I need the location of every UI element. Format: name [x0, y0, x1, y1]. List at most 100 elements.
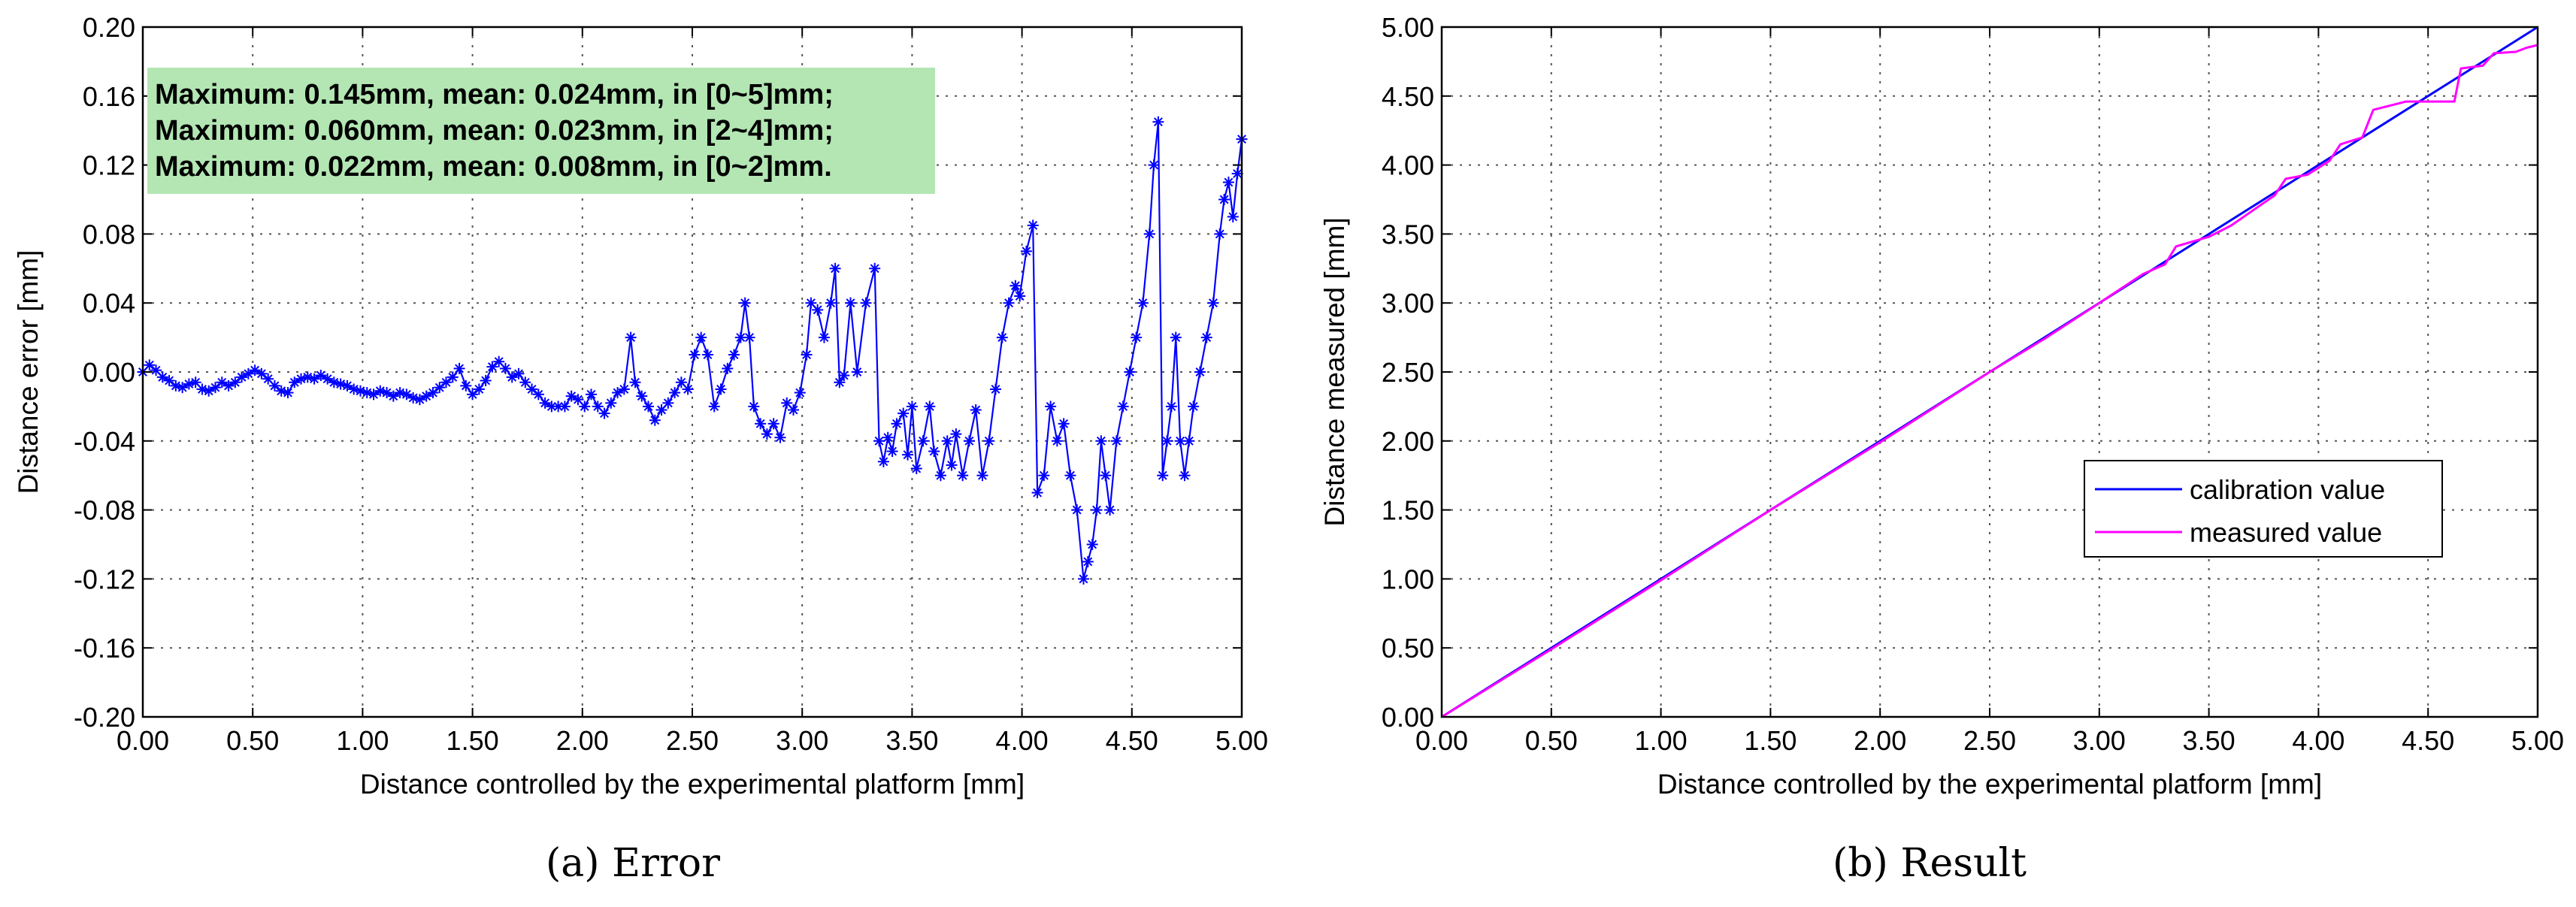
y-tick-label: 1.00: [1382, 564, 1434, 594]
data-point: [275, 385, 287, 397]
data-point: [1161, 435, 1173, 447]
data-point: [886, 446, 898, 458]
data-point: [1137, 297, 1149, 309]
data-point: [1014, 290, 1026, 302]
data-point: [625, 331, 637, 343]
data-point: [144, 359, 156, 371]
data-point: [177, 382, 189, 394]
data-point: [629, 376, 641, 388]
y-tick-label: 5.00: [1382, 12, 1434, 43]
data-point: [1200, 331, 1212, 343]
legend-label-measured: measured value: [2190, 517, 2382, 548]
legend-box: [2084, 460, 2443, 558]
data-point: [1071, 504, 1083, 516]
data-point: [150, 364, 162, 376]
data-point: [1077, 573, 1089, 585]
data-point: [1117, 401, 1129, 413]
data-point: [873, 435, 885, 447]
x-tick-label: 4.00: [996, 725, 1049, 756]
x-tick-label: 4.50: [2402, 725, 2454, 756]
data-point: [1194, 366, 1206, 378]
data-point: [662, 397, 674, 409]
data-point: [493, 355, 505, 367]
data-point: [957, 470, 969, 482]
data-point: [605, 397, 617, 409]
data-point: [818, 331, 830, 343]
data-point: [950, 428, 962, 440]
y-tick-label: -0.12: [74, 564, 135, 594]
data-point: [882, 431, 894, 443]
data-point: [963, 435, 975, 447]
data-point: [1157, 470, 1169, 482]
x-tick-label: 2.00: [1854, 725, 1906, 756]
data-point: [256, 367, 268, 379]
data-point: [788, 404, 800, 416]
error-chart-xlabel: Distance controlled by the experimental …: [360, 769, 1025, 800]
data-point: [805, 297, 817, 309]
data-point: [506, 371, 518, 383]
x-tick-label: 2.50: [1963, 725, 2016, 756]
data-point: [689, 349, 701, 361]
data-point: [453, 362, 465, 374]
data-point: [924, 401, 936, 413]
data-point: [891, 418, 903, 430]
data-point: [249, 364, 261, 376]
data-point: [1110, 435, 1122, 447]
error-chart-caption: (a) Error: [546, 841, 720, 886]
data-point: [473, 383, 485, 395]
data-point: [532, 388, 544, 401]
y-tick-label: 2.50: [1382, 357, 1434, 388]
y-tick-label: 3.50: [1382, 219, 1434, 249]
data-point: [869, 262, 881, 274]
data-point: [801, 349, 813, 361]
data-point: [906, 401, 918, 413]
x-tick-label: 3.00: [2073, 725, 2126, 756]
error-chart-ylabel: Distance error [mm]: [13, 250, 44, 494]
data-point: [1010, 280, 1022, 292]
y-tick-label: 0.16: [83, 81, 135, 112]
data-point: [295, 373, 307, 385]
data-point: [774, 431, 786, 443]
data-point: [1100, 470, 1112, 482]
data-point: [748, 401, 760, 413]
data-point: [825, 297, 837, 309]
data-point: [618, 383, 630, 395]
data-point: [1124, 366, 1136, 378]
data-point: [902, 449, 914, 461]
data-point: [1045, 401, 1057, 413]
data-point: [643, 401, 655, 413]
x-tick-label: 0.50: [1525, 725, 1578, 756]
y-tick-label: 3.00: [1382, 288, 1434, 319]
data-point: [996, 331, 1008, 343]
data-point: [1143, 228, 1155, 240]
y-tick-label: -0.20: [74, 702, 135, 733]
data-point: [917, 435, 929, 447]
result-chart-ylabel: Distance measured [mm]: [1319, 217, 1350, 526]
data-point: [1188, 401, 1200, 413]
x-tick-label: 1.00: [1635, 725, 1688, 756]
data-point: [1051, 435, 1063, 447]
data-point: [1183, 435, 1195, 447]
data-point: [1165, 401, 1177, 413]
data-point: [1131, 331, 1143, 343]
data-point: [1020, 245, 1032, 257]
data-point: [834, 376, 846, 388]
data-point: [1003, 297, 1015, 309]
data-point: [328, 376, 340, 388]
data-point: [282, 387, 294, 399]
data-point: [781, 397, 793, 409]
data-point: [407, 392, 419, 404]
x-tick-label: 1.50: [1744, 725, 1797, 756]
y-tick-label: -0.08: [74, 495, 135, 526]
data-point: [675, 376, 687, 388]
data-point: [794, 387, 806, 399]
y-tick-label: 0.20: [83, 12, 135, 43]
y-tick-label: 2.00: [1382, 426, 1434, 457]
data-point: [898, 407, 910, 419]
result-chart-ticks: 0.00 0.50 1.00 1.50 2.00 2.50 3.00 3.50 4.00 4.50…: [1382, 12, 2564, 756]
data-point: [1064, 470, 1076, 482]
data-point: [1227, 210, 1239, 222]
x-tick-label: 0.00: [1415, 725, 1468, 756]
data-point: [1095, 435, 1107, 447]
annotation-line-1: Maximum: 0.145mm, mean: 0.024mm, in [0~5…: [155, 79, 834, 110]
